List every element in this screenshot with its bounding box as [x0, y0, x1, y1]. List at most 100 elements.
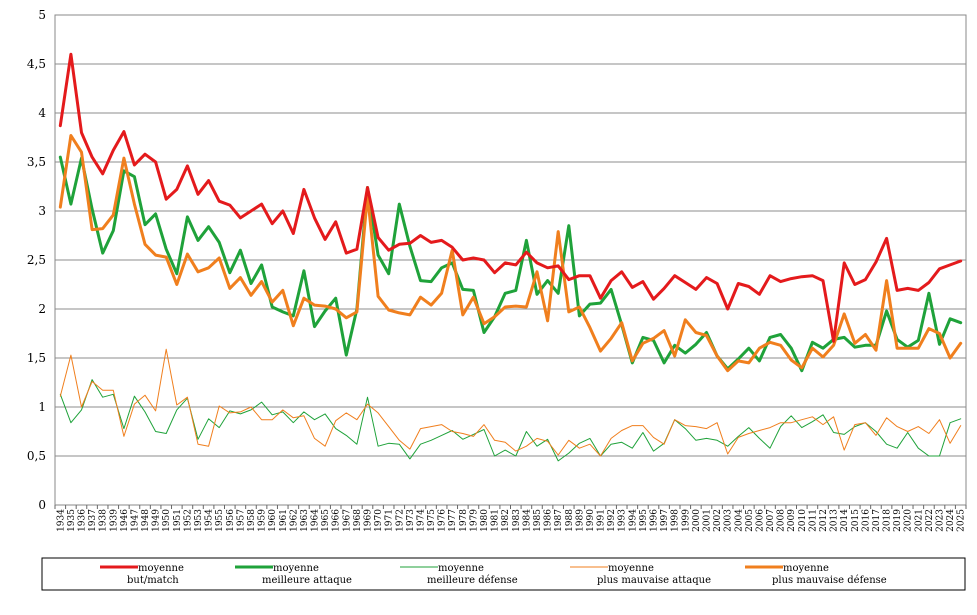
- x-tick-label: 1995: [639, 509, 649, 532]
- x-tick-label: 1954: [205, 509, 215, 532]
- x-tick-label: 1935: [67, 509, 77, 532]
- x-tick-label: 1948: [141, 509, 151, 532]
- y-tick-label: 0,5: [27, 449, 46, 463]
- x-tick-label: 1939: [109, 509, 119, 532]
- x-tick-label: 1979: [469, 509, 479, 532]
- x-tick-label: 1983: [512, 509, 522, 532]
- x-tick-label: 1936: [77, 509, 87, 532]
- x-tick-label: 1972: [395, 509, 405, 532]
- x-tick-label: 1987: [554, 509, 564, 532]
- x-tick-label: 1964: [311, 509, 321, 532]
- x-tick-label: 1965: [321, 509, 331, 532]
- legend-label-3-line2: plus mauvaise attaque: [597, 575, 711, 586]
- x-tick-label: 1975: [427, 509, 437, 532]
- x-axis: 1934 1935 1936 1937 1938 1939 1946 1947 1948 1949…: [54, 505, 967, 532]
- x-tick-label: 1938: [99, 509, 109, 532]
- x-tick-label: 1992: [607, 509, 617, 532]
- x-tick-label: 1934: [56, 509, 66, 532]
- legend-label-1-line2: meilleure attaque: [262, 575, 352, 586]
- x-tick-label: 1961: [279, 509, 289, 532]
- x-tick-label: 1963: [300, 509, 310, 532]
- series-line-1: [58, 155, 963, 373]
- x-tick-label: 1949: [152, 509, 162, 532]
- x-tick-label: 2011: [808, 509, 818, 532]
- legend-label-0-line2: but/match: [127, 575, 179, 586]
- x-tick-label: 1989: [575, 509, 585, 532]
- x-tick-label: 1946: [120, 509, 130, 532]
- series-line-2: [59, 379, 962, 462]
- x-tick-label: 1990: [586, 509, 596, 532]
- x-tick-label: 1957: [236, 509, 246, 532]
- x-tick-label: 1976: [438, 509, 448, 532]
- legend-label-0-line1: moyenne: [138, 563, 184, 574]
- x-tick-label: 1937: [88, 509, 98, 532]
- x-tick-label: 1967: [342, 509, 352, 532]
- legend-label-3-line1: moyenne: [608, 563, 654, 574]
- x-tick-label: 1982: [501, 509, 511, 532]
- x-tick-label: 1985: [533, 509, 543, 532]
- x-tick-label: 1978: [459, 509, 469, 532]
- x-tick-label: 2005: [745, 509, 755, 532]
- legend-label-2-line1: moyenne: [438, 563, 484, 574]
- legend-box: [41, 557, 966, 591]
- x-tick-label: 2008: [777, 509, 787, 532]
- x-tick-label: 1956: [226, 509, 236, 532]
- y-axis: 0 0,5 1 1,5 2 2,5 3 3,5 4 4,5 5: [27, 8, 46, 512]
- x-tick-label: 1952: [183, 509, 193, 532]
- x-tick-label: 2022: [925, 509, 935, 532]
- legend-label-2-line2: meilleure défense: [427, 575, 518, 586]
- x-tick-label: 1968: [353, 509, 363, 532]
- x-tick-label: 1955: [215, 509, 225, 532]
- x-tick-label: 1951: [173, 509, 183, 532]
- x-tick-label: 1980: [480, 509, 490, 532]
- series-group: [58, 52, 963, 462]
- legend-label-4-line2: plus mauvaise défense: [772, 575, 887, 586]
- y-tick-label: 0: [38, 498, 46, 512]
- x-tick-label: 2024: [946, 509, 956, 532]
- x-tick-label: 2020: [904, 509, 914, 532]
- x-tick-label: 1981: [491, 509, 501, 532]
- y-tick-label: 2: [38, 302, 46, 316]
- y-tick-label: 3: [38, 204, 46, 218]
- series-line-3: [59, 348, 962, 457]
- x-tick-label: 2014: [840, 509, 850, 532]
- x-tick-label: 1991: [597, 509, 607, 532]
- x-tick-label: 1986: [544, 509, 554, 532]
- x-tick-label: 1993: [618, 509, 628, 532]
- x-tick-label: 1997: [660, 509, 670, 532]
- x-tick-label: 1999: [681, 509, 691, 532]
- x-tick-label: 1960: [268, 509, 278, 532]
- x-tick-label: 1994: [628, 509, 638, 532]
- x-tick-label: 2021: [914, 509, 924, 532]
- x-tick-label: 1953: [194, 509, 204, 532]
- x-tick-label: 2006: [755, 509, 765, 532]
- x-tick-label: 2007: [766, 509, 776, 532]
- x-tick-label: 2017: [872, 509, 882, 532]
- y-tick-label: 4: [38, 106, 46, 120]
- x-tick-label: 2019: [893, 509, 903, 532]
- x-tick-label: 2009: [787, 509, 797, 532]
- x-tick-label: 1959: [258, 509, 268, 532]
- y-tick-label: 4,5: [27, 57, 46, 71]
- x-tick-label: 2025: [957, 509, 967, 532]
- y-tick-label: 3,5: [27, 155, 46, 169]
- y-tick-label: 5: [38, 8, 46, 22]
- x-tick-label: 2012: [819, 509, 829, 532]
- x-tick-label: 1974: [416, 509, 426, 532]
- x-tick-label: 2002: [713, 509, 723, 532]
- x-tick-label: 2000: [692, 509, 702, 532]
- x-tick-label: 1977: [448, 509, 458, 532]
- x-tick-label: 1950: [162, 509, 172, 532]
- series-line-4: [58, 134, 963, 373]
- x-tick-label: 2013: [830, 509, 840, 532]
- x-tick-label: 1970: [374, 509, 384, 532]
- x-tick-label: 2010: [798, 509, 808, 532]
- series-line-0: [58, 52, 963, 343]
- x-tick-label: 2018: [883, 509, 893, 532]
- y-tick-label: 1: [38, 400, 46, 414]
- x-tick-label: 2016: [861, 509, 871, 532]
- legend-label-1-line1: moyenne: [273, 563, 319, 574]
- x-tick-label: 1971: [385, 509, 395, 532]
